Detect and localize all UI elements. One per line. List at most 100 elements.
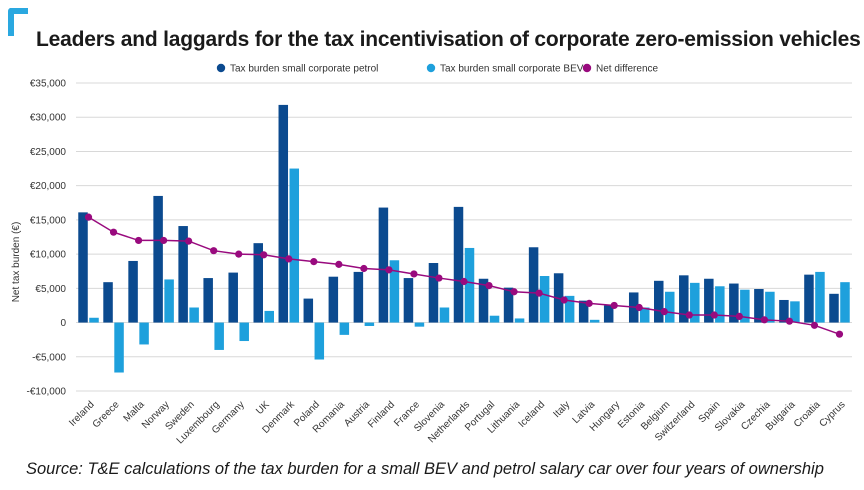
bev-bar-lithuania [514,318,525,323]
y-tick-label: €15,000 [30,215,67,226]
net-difference-point-italy [560,296,568,304]
legend-marker [216,63,226,73]
net-difference-point-uk [260,251,268,259]
net-difference-point-finland [385,266,393,274]
y-tick-label: €20,000 [30,181,67,192]
bev-bar-finland [389,260,400,323]
bev-bar-netherlands [464,247,475,323]
bev-bar-poland [314,322,325,360]
legend-label: Tax burden small corporate BEV [440,64,584,75]
bev-bar-croatia [815,271,825,323]
bev-bar-norway [164,279,174,323]
y-tick-labels: €35,000 €30,000 €25,000 €20,000 €15,000 €10,0… [27,79,67,398]
bev-bar-cyprus [840,282,850,323]
y-tick-label: -€10,000 [27,387,67,398]
net-difference-point-france [410,270,418,278]
petrol-bar-iceland [528,247,539,323]
y-tick-label: €5,000 [35,284,66,295]
bev-bar-romania [339,322,350,335]
bev-bar-malta [139,322,149,345]
net-difference-point-greece [109,228,118,236]
net-difference-line-layer [84,213,844,338]
x-tick-label: Croatia [792,399,823,430]
petrol-bar-austria [353,271,364,323]
petrol-bar-greece [103,282,113,323]
petrol-bar-portugal [478,278,489,323]
petrol-bar-bulgaria [779,299,789,323]
legend-marker [582,63,592,73]
bev-bar-slovakia [740,289,750,323]
net-difference-point-cyprus [835,330,844,338]
petrol-bar-netherlands [453,206,464,323]
bev-bar-uk [264,310,274,323]
y-tick-label: €35,000 [30,79,67,90]
net-difference-point-denmark [285,255,293,263]
net-difference-point-iceland [535,289,543,297]
petrol-bar-latvia [578,300,589,323]
petrol-bar-germany [228,272,238,323]
y-axis-label: Net tax burden (€) [11,222,22,303]
legend-marker [426,63,436,73]
net-difference-point-portugal [485,281,493,290]
legend: Tax burden small corporate petrol Tax bur… [216,63,659,75]
net-difference-point-croatia [810,321,819,329]
bev-bar-denmark [289,168,300,323]
source-note: Source: T&E calculations of the tax burd… [26,460,824,478]
net-difference-point-belgium [660,308,668,316]
bev-bar-france [414,322,425,327]
net-difference-point-luxembourg [210,247,218,255]
x-tick-label: Iceland [517,399,548,430]
net-difference-point-hungary [610,301,618,310]
petrol-bar-lithuania [503,287,514,323]
bev-bar-czechia [765,291,775,323]
bev-bar-greece [114,322,124,373]
net-difference-point-lithuania [510,288,518,296]
y-tick-label: -€5,000 [32,352,66,363]
net-difference-point-poland [310,258,318,266]
bev-bar-portugal [489,315,500,323]
bev-bar-estonia [639,307,650,323]
bev-bar-sweden [189,307,199,323]
petrol-bar-uk [253,243,263,323]
chart-title: Leaders and laggards for the tax incenti… [36,28,861,51]
petrol-bar-cyprus [829,293,839,323]
net-difference-line [88,216,840,335]
bar-layer [78,104,850,373]
petrol-bar-sweden [178,226,188,323]
petrol-bar-slovakia [729,283,739,323]
net-difference-point-slovenia [435,274,443,282]
net-difference-point-spain [710,311,718,319]
bev-bar-germany [239,322,249,342]
petrol-bar-norway [153,195,163,323]
bev-bar-latvia [589,319,600,323]
bev-bar-spain [715,286,725,323]
petrol-bar-poland [303,298,314,323]
y-tick-label: €10,000 [30,250,67,261]
petrol-bar-malta [128,260,138,323]
net-difference-point-sweden [185,237,193,245]
net-difference-point-netherlands [460,277,468,286]
net-difference-point-norway [160,236,168,245]
petrol-bar-spain [704,278,714,323]
net-difference-point-estonia [635,303,643,312]
bev-bar-switzerland [690,282,700,323]
petrol-bar-denmark [278,104,289,323]
legend-label: Tax burden small corporate petrol [230,64,378,75]
bev-bar-italy [564,295,575,323]
bev-bar-austria [364,322,375,326]
bev-bar-bulgaria [790,301,800,323]
y-tick-label: €25,000 [30,147,67,158]
petrol-bar-czechia [754,289,764,323]
net-difference-point-slovakia [735,312,743,320]
bev-bar-luxembourg [214,322,224,350]
net-difference-point-latvia [585,299,593,307]
grid-layer [76,82,852,392]
petrol-bar-belgium [654,280,664,323]
x-tick-label: UK [254,399,272,417]
brand-logo-icon [6,8,28,36]
net-difference-point-germany [235,250,243,258]
petrol-bar-croatia [804,274,814,323]
net-difference-point-czechia [760,316,768,324]
petrol-bar-luxembourg [203,278,213,323]
